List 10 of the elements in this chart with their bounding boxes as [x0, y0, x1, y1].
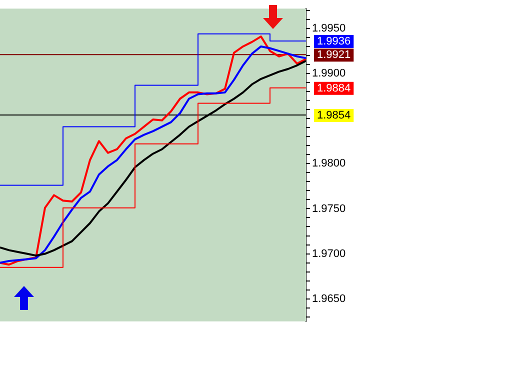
ref-line-label: 1.9921 [317, 49, 351, 62]
y-tick-label: 1.9650 [312, 292, 346, 305]
y-tick-label: 1.9800 [312, 158, 346, 170]
y-tick-label: 1.9750 [312, 202, 346, 215]
ref-line-label: 1.9854 [317, 110, 351, 122]
text: 1.9936 [317, 36, 351, 48]
y-tick-label: 1.9900 [312, 68, 346, 80]
y-tick-label: 1.9950 [312, 22, 346, 34]
y-tick-label: 1.9700 [312, 248, 346, 260]
text: 1.9884 [317, 82, 351, 94]
